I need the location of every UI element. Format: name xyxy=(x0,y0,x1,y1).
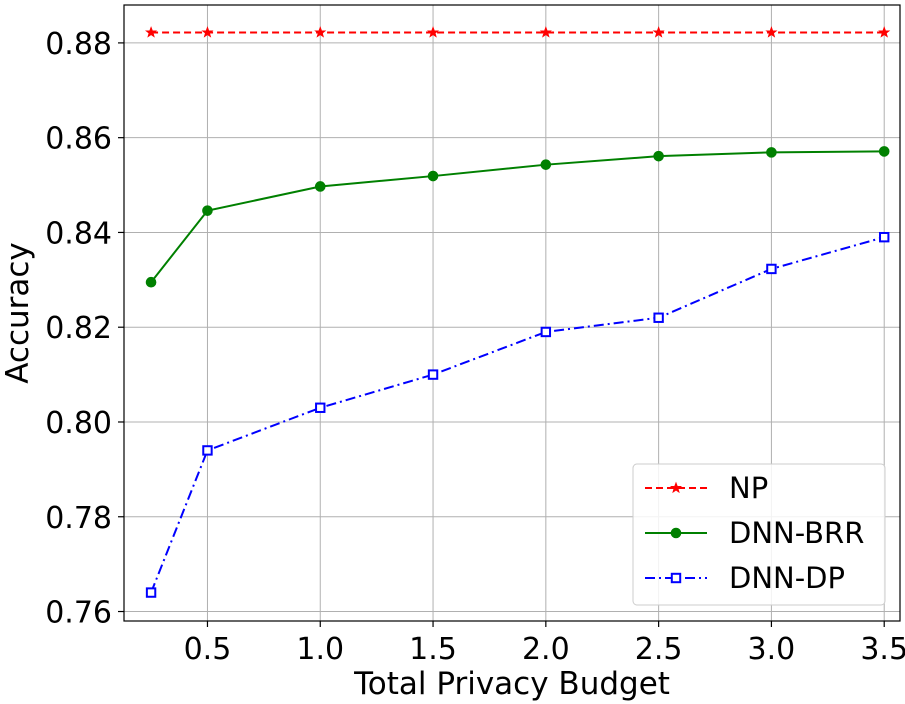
data-point-dnn-dp xyxy=(879,231,890,243)
data-point-dnn-brr xyxy=(766,147,777,158)
legend-box xyxy=(632,463,886,606)
data-point-dnn-dp xyxy=(766,263,777,275)
x-axis-label: Total Privacy Budget xyxy=(353,666,670,702)
grid xyxy=(124,5,900,621)
data-point-dnn-dp xyxy=(427,369,439,380)
data-point-dnn-brr xyxy=(427,170,439,182)
y-tick-label: 0.84 xyxy=(45,216,112,251)
axis-ticks: 0.5 1.0 1.5 2.0 2.5 3.0 3.5 0.76 0.78 0.80 0.82 0.8… xyxy=(45,27,905,667)
legend-label-dnn-dp: DNN-DP xyxy=(729,561,845,595)
x-tick-label: 1.5 xyxy=(409,632,457,667)
x-tick-label: 3.0 xyxy=(748,632,796,667)
data-point-dnn-dp xyxy=(315,402,326,413)
legend-marker-dnn-brr xyxy=(670,527,682,539)
data-point-np xyxy=(652,26,665,38)
data-point-dnn-dp xyxy=(145,587,157,598)
data-point-np xyxy=(201,26,214,38)
data-point-dnn-brr xyxy=(314,181,326,192)
y-tick-label: 0.80 xyxy=(45,406,112,441)
y-tick-label: 0.86 xyxy=(45,122,112,157)
data-point-dnn-brr xyxy=(653,150,664,162)
data-point-np xyxy=(145,26,158,38)
plot-frame xyxy=(123,4,901,622)
data-point-np xyxy=(539,26,552,38)
data-point-dnn-brr xyxy=(540,159,552,170)
series-dnn-dp xyxy=(145,231,890,598)
x-tick-label: 0.5 xyxy=(184,632,232,667)
y-tick-label: 0.88 xyxy=(45,27,112,62)
y-axis-label: Accuracy xyxy=(0,242,36,384)
data-point-dnn-brr xyxy=(202,205,213,216)
data-point-dnn-dp xyxy=(202,445,213,456)
series-dnn-brr xyxy=(145,146,890,288)
data-point-dnn-brr xyxy=(878,146,890,157)
x-tick-label: 2.0 xyxy=(522,632,570,667)
y-tick-label: 0.82 xyxy=(45,311,112,346)
series-line-dnn-dp xyxy=(150,236,885,593)
series-np xyxy=(145,26,891,38)
legend-marker-dnn-dp xyxy=(670,572,682,584)
x-tick-label: 1.0 xyxy=(296,632,344,667)
y-tick-label: 0.78 xyxy=(45,501,112,536)
series-line-dnn-brr xyxy=(150,150,885,283)
legend-label-dnn-brr: DNN-BRR xyxy=(729,516,864,550)
data-point-np xyxy=(878,26,891,38)
x-tick-label: 2.5 xyxy=(635,632,683,667)
legend-marker-np xyxy=(669,481,683,494)
data-point-np xyxy=(314,26,327,38)
x-tick-label: 3.5 xyxy=(860,632,905,667)
legend: NP DNN-BRR DNN-DP xyxy=(632,463,886,606)
y-tick-label: 0.76 xyxy=(45,596,112,631)
data-point-dnn-dp xyxy=(540,326,552,338)
legend-label-np: NP xyxy=(729,471,768,505)
series-layer xyxy=(145,26,891,598)
data-point-np xyxy=(765,26,778,38)
data-point-dnn-dp xyxy=(653,312,664,323)
data-point-dnn-brr xyxy=(145,276,157,288)
data-point-np xyxy=(427,26,440,38)
